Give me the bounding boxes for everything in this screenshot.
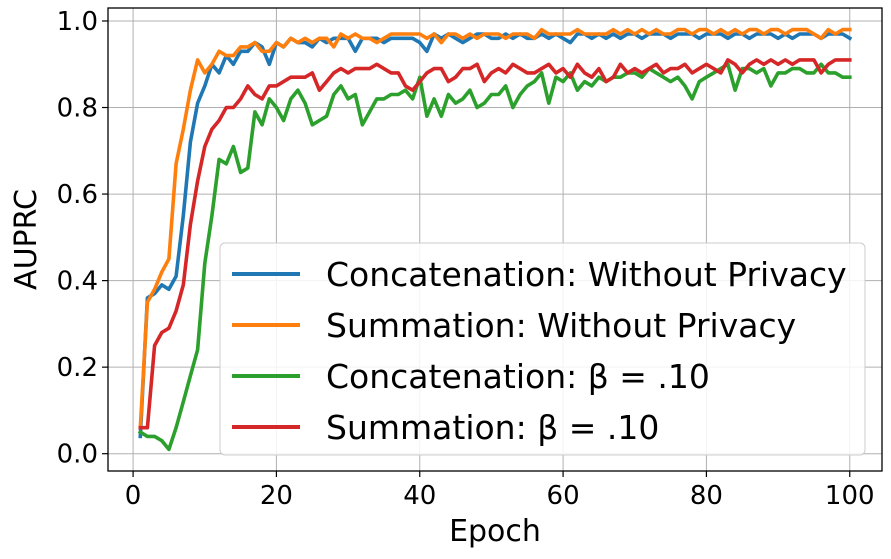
y-tick-label: 1.0 [57,7,98,37]
legend-label: Summation: Without Privacy [326,306,796,345]
x-tick-label: 80 [690,481,723,511]
legend-label: Concatenation: β = .10 [326,357,710,396]
y-tick-label: 0.2 [57,353,98,383]
axis-ticks: 0 20 40 60 80 100 0.0 0.2 0.4 0.6 0.8 1.0 [57,7,875,511]
series-line-4 [138,58,852,430]
x-tick-label: 40 [403,481,436,511]
plot-frame [107,7,883,472]
y-tick-label: 0.8 [57,94,98,124]
y-tick-label: 0.6 [57,180,98,210]
x-tick-label: 60 [547,481,580,511]
y-axis-label: AUPRC [9,189,44,290]
x-axis-label: Epoch [449,514,541,549]
series-lines [137,27,853,452]
y-tick-label: 0.0 [57,440,98,470]
series-line-2 [138,27,852,430]
legend-label: Summation: β = .10 [326,408,659,447]
legend-label: Concatenation: Without Privacy [326,255,847,294]
legend: Concatenation: Without Privacy Summation:… [219,242,866,456]
x-tick-label: 0 [125,481,142,511]
legend-box [219,242,866,456]
x-tick-label: 20 [260,481,293,511]
y-tick-label: 0.4 [57,267,98,297]
x-tick-label: 100 [825,481,875,511]
series-line-3 [137,62,852,452]
